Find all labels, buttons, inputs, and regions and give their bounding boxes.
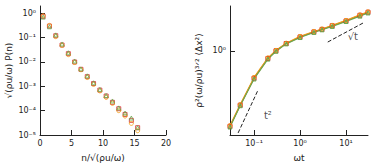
svg-text:10⁻²: 10⁻²	[18, 57, 36, 66]
svg-text:10: 10	[98, 139, 108, 148]
svg-text:ωt: ωt	[293, 153, 305, 163]
svg-text:10⁻⁴: 10⁻⁴	[18, 106, 36, 115]
svg-text:10¹: 10¹	[339, 139, 352, 148]
svg-text:10⁰: 10⁰	[293, 139, 306, 148]
svg-text:10⁰: 10⁰	[23, 9, 36, 18]
svg-text:0: 0	[37, 139, 42, 148]
svg-text:10⁰: 10⁰	[213, 46, 226, 55]
svg-text:ρ²(ω/ρu)³ᐟ² ⟨Δx²⟩: ρ²(ω/ρu)³ᐟ² ⟨Δx²⟩	[194, 33, 204, 107]
svg-text:10⁻³: 10⁻³	[18, 82, 36, 91]
svg-text:n/√(ρu/ω): n/√(ρu/ω)	[81, 153, 124, 163]
svg-text:10⁻¹: 10⁻¹	[18, 33, 36, 42]
svg-text:10⁻⁵: 10⁻⁵	[18, 131, 36, 140]
svg-text:5: 5	[69, 139, 74, 148]
svg-text:10⁻¹: 10⁻¹	[245, 139, 263, 148]
svg-text:√t: √t	[348, 31, 358, 42]
svg-text:20: 20	[161, 139, 171, 148]
svg-text:15: 15	[129, 139, 139, 148]
svg-text:√(ρu/ω) P(n): √(ρu/ω) P(n)	[4, 43, 14, 99]
svg-text:t²: t²	[264, 110, 272, 121]
